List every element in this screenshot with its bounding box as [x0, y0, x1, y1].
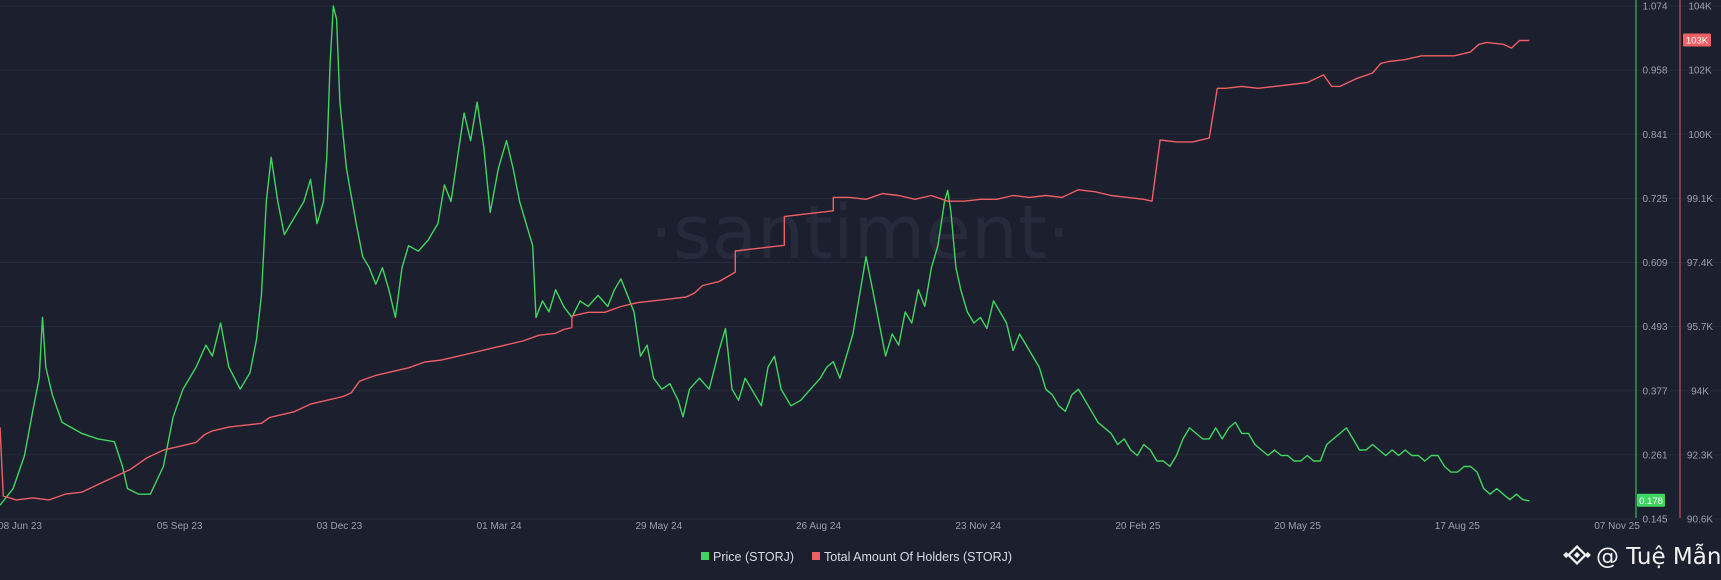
x-axis-ticks: 08 Jun 23 05 Sep 23 03 Dec 23 01 Mar 24 29 M…	[0, 521, 1640, 532]
legend-label-holders: Total Amount Of Holders (STORJ)	[824, 550, 1012, 564]
grid-lines	[0, 5, 1721, 520]
legend-item-holders[interactable]: Total Amount Of Holders (STORJ)	[812, 550, 1012, 564]
x-tick-label: 20 Feb 25	[1115, 521, 1160, 532]
price-last-value-badge: 0.178	[1637, 493, 1665, 507]
x-tick-label: 26 Aug 24	[796, 521, 841, 532]
y-left-tick-label: 0.609	[1642, 258, 1667, 269]
price-last-value: 0.178	[1639, 496, 1663, 507]
credit: @ Tuệ Mẫn	[1563, 542, 1721, 570]
x-tick-label: 01 Mar 24	[477, 521, 522, 532]
y-right-tick-label: 104K	[1688, 2, 1712, 13]
y-right-tick-label: 102K	[1688, 66, 1712, 77]
watermark: ·santiment·	[650, 190, 1071, 276]
y-right-axis-ticks: 104K 102K 100K 99.1K 97.4K 95.7K 94K 92.3K 90.6K	[1687, 2, 1713, 526]
y-right-tick-label: 94K	[1691, 386, 1709, 397]
y-right-tick-label: 95.7K	[1687, 322, 1713, 333]
x-tick-label: 29 May 24	[635, 521, 682, 532]
legend-item-price[interactable]: Price (STORJ)	[701, 550, 794, 564]
y-left-tick-label: 0.261	[1642, 450, 1667, 461]
legend-swatch-holders	[812, 552, 820, 560]
credit-text: @ Tuệ Mẫn	[1596, 542, 1721, 570]
x-tick-label: 17 Aug 25	[1435, 521, 1480, 532]
y-left-tick-label: 0.958	[1642, 66, 1667, 77]
last-value-badges: 0.178 103K	[1637, 33, 1711, 507]
holders-last-value: 103K	[1686, 35, 1709, 46]
y-left-tick-label: 0.377	[1642, 386, 1667, 397]
x-tick-label: 08 Jun 23	[0, 521, 42, 532]
y-left-tick-label: 0.145	[1642, 515, 1667, 526]
y-right-tick-label: 92.3K	[1687, 450, 1713, 461]
legend-label-price: Price (STORJ)	[713, 550, 794, 564]
legend-swatch-price	[701, 552, 709, 560]
x-tick-label: 07 Nov 25	[1594, 521, 1640, 532]
y-right-tick-label: 99.1K	[1687, 194, 1713, 205]
y-left-tick-label: 0.725	[1642, 194, 1667, 205]
y-right-tick-label: 100K	[1688, 130, 1712, 141]
y-left-axis-ticks: 1.074 0.958 0.841 0.725 0.609 0.493 0.377 0.261…	[1642, 2, 1667, 526]
y-right-tick-label: 90.6K	[1687, 515, 1713, 526]
series-line-holders	[0, 39, 1530, 501]
x-tick-label: 03 Dec 23	[317, 521, 363, 532]
y-right-tick-label: 97.4K	[1687, 258, 1713, 269]
x-tick-label: 23 Nov 24	[955, 521, 1001, 532]
x-tick-label: 05 Sep 23	[157, 521, 203, 532]
y-left-tick-label: 1.074	[1642, 2, 1667, 13]
legend: Price (STORJ) Total Amount Of Holders (S…	[701, 550, 1012, 564]
x-tick-label: 20 May 25	[1274, 521, 1321, 532]
series-line-price	[0, 5, 1530, 506]
y-left-tick-label: 0.841	[1642, 130, 1667, 141]
holders-last-value-badge: 103K	[1683, 33, 1711, 47]
series-layer	[0, 5, 1530, 506]
y-left-tick-label: 0.493	[1642, 322, 1667, 333]
